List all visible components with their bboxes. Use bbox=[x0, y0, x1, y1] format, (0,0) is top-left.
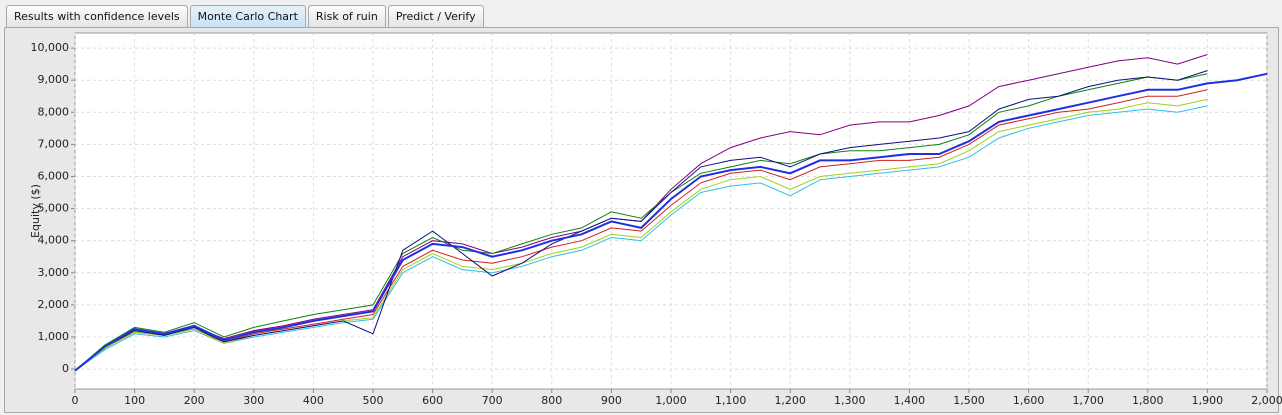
x-tick-label: 300 bbox=[243, 394, 264, 407]
equity-line bbox=[74, 73, 1208, 372]
equity-line bbox=[74, 105, 1208, 372]
y-tick-label: 10,000 bbox=[31, 41, 70, 54]
x-tick-label: 1,200 bbox=[774, 394, 806, 407]
x-tick-label: 1,300 bbox=[834, 394, 866, 407]
x-tick-label: 400 bbox=[303, 394, 324, 407]
equity-line bbox=[74, 70, 1208, 372]
x-tick-label: 500 bbox=[363, 394, 384, 407]
x-tick-label: 0 bbox=[72, 394, 79, 407]
x-tick-label: 700 bbox=[482, 394, 503, 407]
y-tick-label: 0 bbox=[62, 362, 69, 375]
y-tick-label: 2,000 bbox=[38, 298, 70, 311]
x-tick-label: 1,500 bbox=[953, 394, 985, 407]
y-tick-label: 7,000 bbox=[38, 137, 70, 150]
x-tick-label: 2,000 bbox=[1251, 394, 1282, 407]
x-tick-label: 1,100 bbox=[715, 394, 747, 407]
x-tick-label: 100 bbox=[124, 394, 145, 407]
y-tick-label: 6,000 bbox=[38, 169, 70, 182]
equity-line bbox=[74, 89, 1208, 372]
tab[interactable]: Results with confidence levels bbox=[6, 5, 188, 27]
x-tick-label: 1,800 bbox=[1132, 394, 1164, 407]
x-tick-label: 1,700 bbox=[1072, 394, 1104, 407]
y-axis-label: Equity ($) bbox=[29, 184, 42, 238]
x-tick-label: 200 bbox=[184, 394, 205, 407]
tab[interactable]: Risk of ruin bbox=[307, 5, 386, 27]
x-tick-label: 900 bbox=[601, 394, 622, 407]
y-tick-label: 1,000 bbox=[38, 330, 70, 343]
tab[interactable]: Predict / Verify bbox=[387, 5, 484, 27]
x-tick-label: 600 bbox=[422, 394, 443, 407]
x-tick-label: 800 bbox=[541, 394, 562, 407]
y-tick-label: 4,000 bbox=[38, 234, 70, 247]
tab-bar: Results with confidence levels Monte Carl… bbox=[6, 5, 484, 27]
y-tick-label: 5,000 bbox=[38, 202, 70, 215]
x-tick-label: 1,000 bbox=[655, 394, 687, 407]
x-tick-label: 1,600 bbox=[1013, 394, 1045, 407]
y-tick-label: 8,000 bbox=[38, 105, 70, 118]
x-tick-label: 1,900 bbox=[1192, 394, 1224, 407]
x-tick-label: 1,400 bbox=[894, 394, 926, 407]
tab[interactable]: Monte Carlo Chart bbox=[189, 5, 306, 27]
y-tick-label: 3,000 bbox=[38, 266, 70, 279]
equity-line bbox=[74, 72, 1268, 372]
y-tick-label: 9,000 bbox=[38, 73, 70, 86]
